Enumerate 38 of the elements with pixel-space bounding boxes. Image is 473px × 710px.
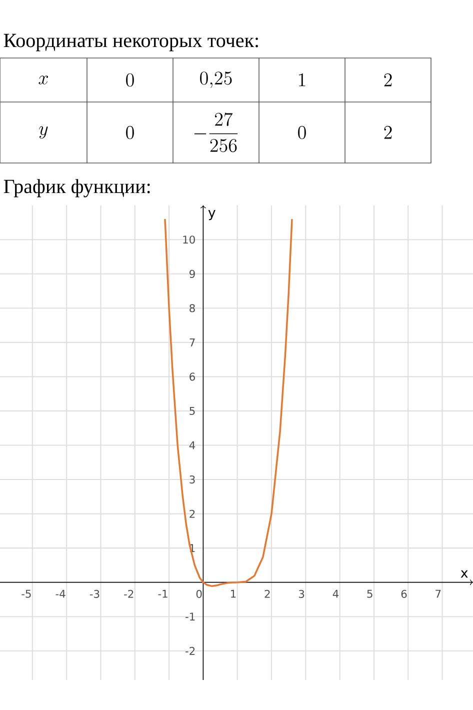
- y-axis-title: y: [208, 210, 216, 220]
- y-tick-label: -2: [186, 646, 195, 655]
- y-tick-label: 5: [190, 407, 195, 415]
- y-tick-label: 3: [190, 475, 195, 484]
- text: $-\frac{27}{256}$: [194, 112, 238, 152]
- text: $x$: [38, 76, 48, 84]
- text: $0{,}25$: [200, 72, 232, 88]
- y-tick-label: 4: [189, 441, 196, 450]
- text: $2$: [384, 73, 392, 86]
- y-tick-label: 8: [190, 304, 195, 312]
- x-tick-label: 0: [196, 590, 202, 598]
- x-tick-label: -1: [158, 590, 168, 598]
- x-tick-label: 2: [264, 590, 270, 598]
- text: $0$: [298, 126, 306, 140]
- x-tick-label: 5: [367, 590, 372, 598]
- text: Координаты некоторых точек:: [4, 34, 258, 52]
- y-tick-label: 2: [190, 510, 195, 518]
- y-tick-label: 7: [190, 338, 195, 346]
- y-tick-label: 10: [183, 236, 195, 244]
- x-axis-title: x: [460, 570, 468, 578]
- x-tick-label: 1: [231, 590, 236, 598]
- text: $2$: [384, 126, 392, 139]
- x-tick-label: 3: [298, 590, 304, 598]
- text: График функции:: [4, 179, 150, 198]
- x-tick-label: -5: [22, 590, 31, 598]
- x-tick-label: 7: [436, 590, 441, 598]
- x-tick-label: -4: [56, 590, 66, 598]
- text: $y$: [39, 126, 48, 139]
- y-tick-label: 6: [190, 372, 195, 381]
- x-tick-label: 4: [332, 590, 338, 598]
- y-tick-label: 9: [190, 270, 195, 278]
- x-tick-label: 6: [401, 590, 407, 598]
- x-tick-label: -2: [124, 590, 134, 598]
- text: $0$: [126, 73, 134, 87]
- text: $0$: [126, 126, 134, 140]
- x-tick-label: -3: [90, 590, 100, 598]
- y-tick-label: -1: [186, 612, 195, 620]
- text: $1$: [299, 73, 306, 86]
